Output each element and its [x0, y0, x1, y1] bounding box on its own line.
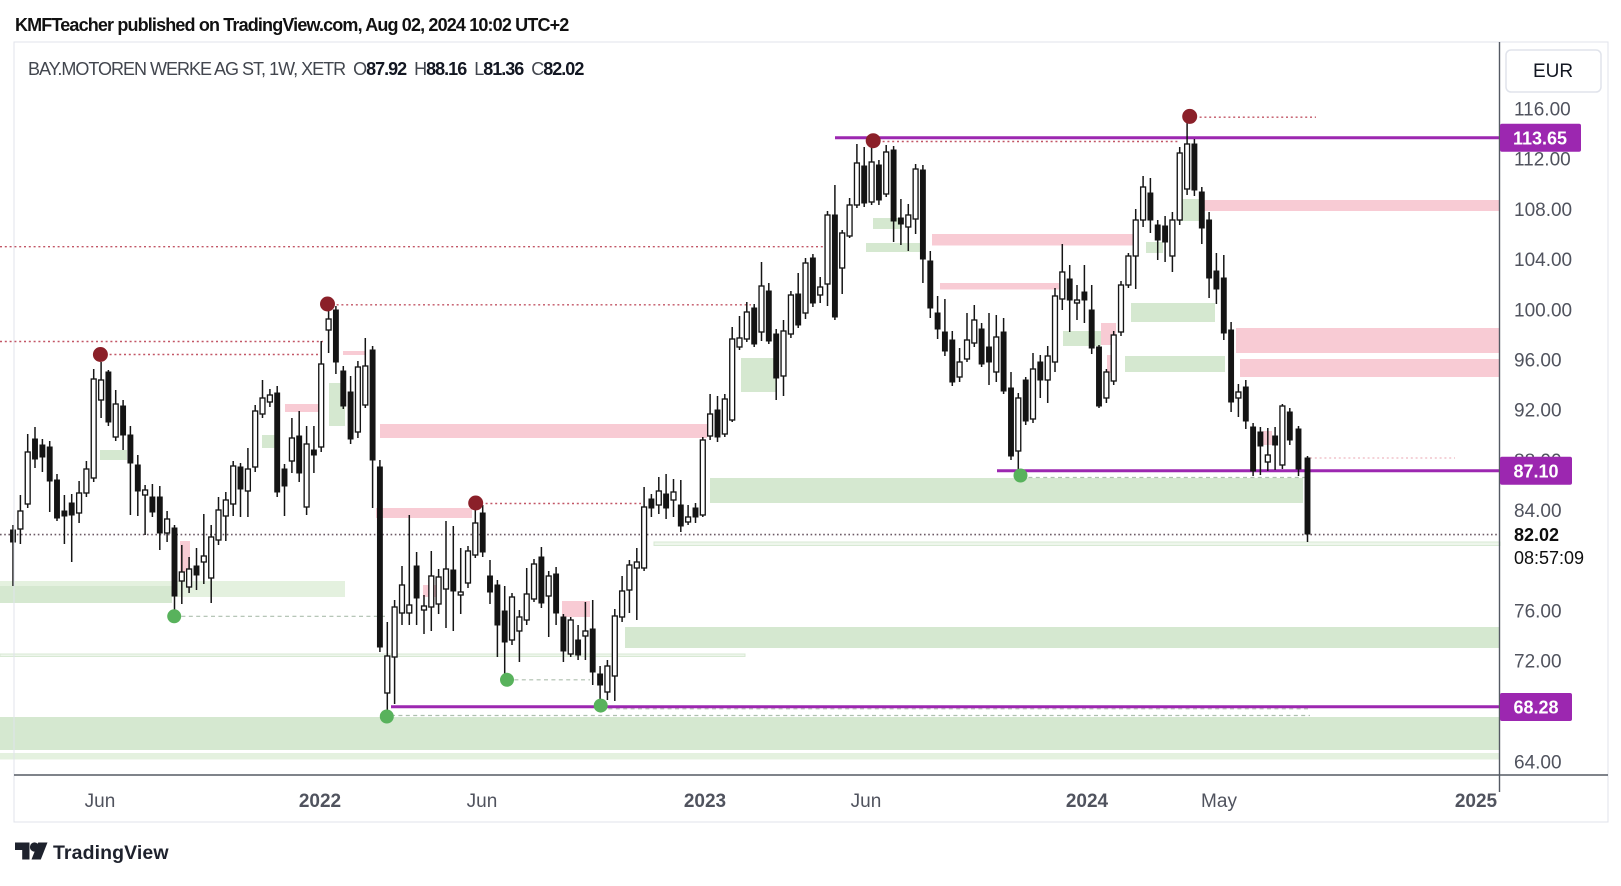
- svg-text:BAY.MOTOREN WERKE AG ST, 1W, X: BAY.MOTOREN WERKE AG ST, 1W, XETR O87.92…: [28, 59, 584, 79]
- svg-text:72.00: 72.00: [1514, 652, 1562, 673]
- svg-text:116.00: 116.00: [1514, 100, 1571, 121]
- svg-text:68.28: 68.28: [1513, 698, 1558, 718]
- svg-text:100.00: 100.00: [1514, 300, 1572, 321]
- svg-text:104.00: 104.00: [1514, 250, 1572, 271]
- svg-text:TradingView: TradingView: [53, 842, 169, 864]
- svg-text:113.65: 113.65: [1513, 128, 1567, 148]
- svg-text:84.00: 84.00: [1514, 501, 1562, 522]
- svg-text:08:57:09: 08:57:09: [1514, 548, 1584, 568]
- svg-text:96.00: 96.00: [1514, 351, 1562, 372]
- svg-text:2022: 2022: [299, 791, 341, 812]
- svg-text:112.00: 112.00: [1514, 150, 1571, 171]
- svg-text:Jun: Jun: [467, 791, 498, 812]
- svg-text:76.00: 76.00: [1514, 602, 1562, 623]
- svg-text:108.00: 108.00: [1514, 200, 1572, 221]
- svg-text:87.10: 87.10: [1513, 461, 1558, 481]
- svg-text:82.02: 82.02: [1514, 525, 1559, 545]
- svg-text:KMFTeacher published on Tradin: KMFTeacher published on TradingView.com,…: [15, 15, 569, 35]
- svg-text:2025: 2025: [1455, 791, 1498, 812]
- svg-text:2024: 2024: [1066, 791, 1109, 812]
- svg-text:92.00: 92.00: [1514, 401, 1562, 422]
- svg-text:Jun: Jun: [85, 791, 116, 812]
- svg-text:64.00: 64.00: [1514, 752, 1562, 773]
- svg-text:May: May: [1201, 791, 1237, 812]
- svg-text:Jun: Jun: [851, 791, 882, 812]
- svg-text:EUR: EUR: [1533, 61, 1573, 82]
- svg-text:2023: 2023: [684, 791, 726, 812]
